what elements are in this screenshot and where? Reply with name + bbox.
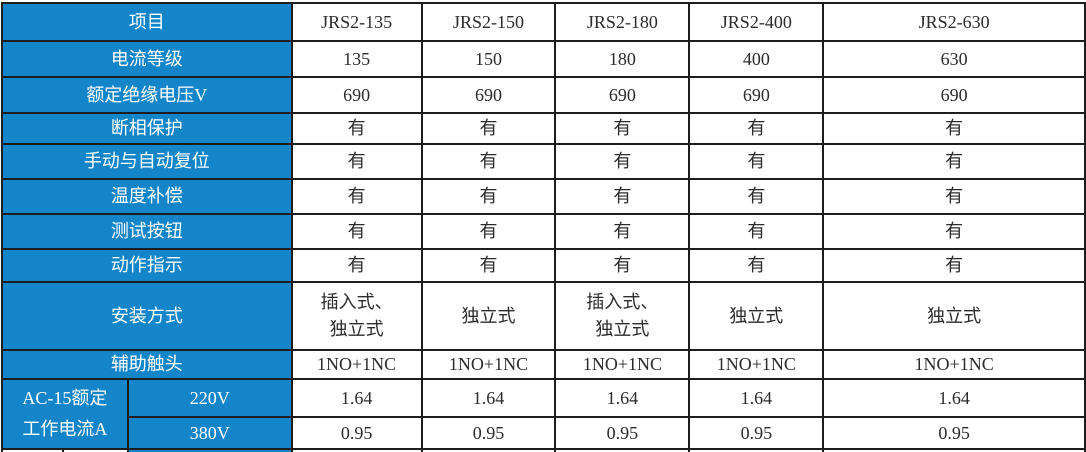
- value-cell: 有: [688, 143, 825, 180]
- value-cell: 有: [554, 112, 691, 145]
- row-label: 动作指示: [1, 248, 293, 283]
- value-cell: 690: [420, 76, 557, 114]
- value-cell: 400: [688, 40, 825, 78]
- value-cell: 有: [420, 112, 557, 145]
- value-cell: 1NO+1NC: [822, 349, 1086, 380]
- value-cell: 有: [688, 112, 825, 145]
- value-cell: 有: [554, 213, 691, 250]
- value-cell: 有: [822, 143, 1086, 180]
- model-header: JRS2-180: [554, 2, 691, 42]
- value-cell: 有: [420, 178, 557, 215]
- model-header: JRS2-630: [822, 2, 1086, 42]
- cutoff-cell: [688, 448, 825, 452]
- row-group-label: AC-15额定 工作电流A: [1, 378, 129, 450]
- value-cell: 有: [822, 178, 1086, 215]
- value-cell: 0.95: [290, 416, 423, 450]
- cutoff-row: [1, 448, 1086, 452]
- value-cell: 有: [420, 248, 557, 283]
- value-cell: 有: [290, 178, 423, 215]
- value-cell: 插入式、 独立式: [554, 281, 691, 351]
- row-label: 电流等级: [1, 40, 293, 78]
- model-header: JRS2-135: [290, 2, 423, 42]
- value-cell: 有: [688, 178, 825, 215]
- table-row: 额定绝缘电压V 690 690 690 690 690: [1, 76, 1086, 114]
- value-cell: 1.64: [688, 378, 825, 418]
- value-cell: 有: [554, 248, 691, 283]
- value-cell: 有: [688, 248, 825, 283]
- cutoff-cell: [1, 448, 129, 452]
- value-cell: 独立式: [822, 281, 1086, 351]
- table-row: 电流等级 135 150 180 400 630: [1, 40, 1086, 78]
- header-item-cell: 项目: [1, 2, 293, 42]
- cutoff-cell: [290, 448, 423, 452]
- cutoff-cell: [420, 448, 557, 452]
- value-cell: 150: [420, 40, 557, 78]
- value-cell: 135: [290, 40, 423, 78]
- table-row: AC-15额定 工作电流A 220V 1.64 1.64 1.64 1.64 1…: [1, 378, 1086, 450]
- row-label: 手动与自动复位: [1, 143, 293, 180]
- value-cell: 0.95: [420, 416, 557, 450]
- row-label: 温度补偿: [1, 178, 293, 215]
- value-cell: 插入式、 独立式: [290, 281, 423, 351]
- value-cell: 1.64: [822, 378, 1086, 418]
- table-row: 安装方式 插入式、 独立式 独立式 插入式、 独立式 独立式 独立式: [1, 281, 1086, 351]
- value-cell: 有: [822, 112, 1086, 145]
- value-cell: 690: [554, 76, 691, 114]
- value-cell: 有: [290, 143, 423, 180]
- value-cell: 1NO+1NC: [290, 349, 423, 380]
- row-label: 测试按钮: [1, 213, 293, 250]
- value-cell: 有: [688, 213, 825, 250]
- value-cell: 1NO+1NC: [688, 349, 825, 380]
- row-label: 辅助触头: [1, 349, 293, 380]
- value-cell: 1.64: [290, 378, 423, 418]
- row-label: 额定绝缘电压V: [1, 76, 293, 114]
- table-row: 测试按钮 有 有 有 有 有: [1, 213, 1086, 250]
- cutoff-cell: [822, 448, 1086, 452]
- value-cell: 180: [554, 40, 691, 78]
- model-header: JRS2-400: [688, 2, 825, 42]
- value-cell: 有: [554, 143, 691, 180]
- table-row: 温度补偿 有 有 有 有 有: [1, 178, 1086, 215]
- value-cell: 独立式: [688, 281, 825, 351]
- value-cell: 690: [822, 76, 1086, 114]
- row-label: 断相保护: [1, 112, 293, 145]
- value-cell: 有: [290, 213, 423, 250]
- value-cell: 1NO+1NC: [554, 349, 691, 380]
- value-cell: 1.64: [554, 378, 691, 418]
- model-header: JRS2-150: [420, 2, 557, 42]
- value-cell: 有: [554, 178, 691, 215]
- value-cell: 有: [822, 213, 1086, 250]
- row-sub-label: 220V: [126, 378, 293, 418]
- value-cell: 1NO+1NC: [420, 349, 557, 380]
- row-label: 安装方式: [1, 281, 293, 351]
- table-row: 辅助触头 1NO+1NC 1NO+1NC 1NO+1NC 1NO+1NC 1NO…: [1, 349, 1086, 380]
- value-cell: 有: [420, 143, 557, 180]
- value-cell: 独立式: [420, 281, 557, 351]
- cutoff-cell: [554, 448, 691, 452]
- value-cell: 630: [822, 40, 1086, 78]
- value-cell: 有: [822, 248, 1086, 283]
- value-cell: 0.95: [822, 416, 1086, 450]
- row-sub-label: 380V: [126, 416, 293, 450]
- value-cell: 0.95: [688, 416, 825, 450]
- table-row: 断相保护 有 有 有 有 有: [1, 112, 1086, 145]
- value-cell: 0.95: [554, 416, 691, 450]
- value-cell: 有: [290, 112, 423, 145]
- table-row: 手动与自动复位 有 有 有 有 有: [1, 143, 1086, 180]
- table-row-header: 项目 JRS2-135 JRS2-150 JRS2-180 JRS2-400 J…: [1, 2, 1086, 42]
- table-row: 动作指示 有 有 有 有 有: [1, 248, 1086, 283]
- value-cell: 有: [420, 213, 557, 250]
- value-cell: 1.64: [420, 378, 557, 418]
- value-cell: 690: [290, 76, 423, 114]
- value-cell: 690: [688, 76, 825, 114]
- table-row: 380V 0.95 0.95 0.95 0.95 0.95: [2, 416, 1086, 450]
- value-cell: 有: [290, 248, 423, 283]
- cutoff-cell: [126, 448, 293, 452]
